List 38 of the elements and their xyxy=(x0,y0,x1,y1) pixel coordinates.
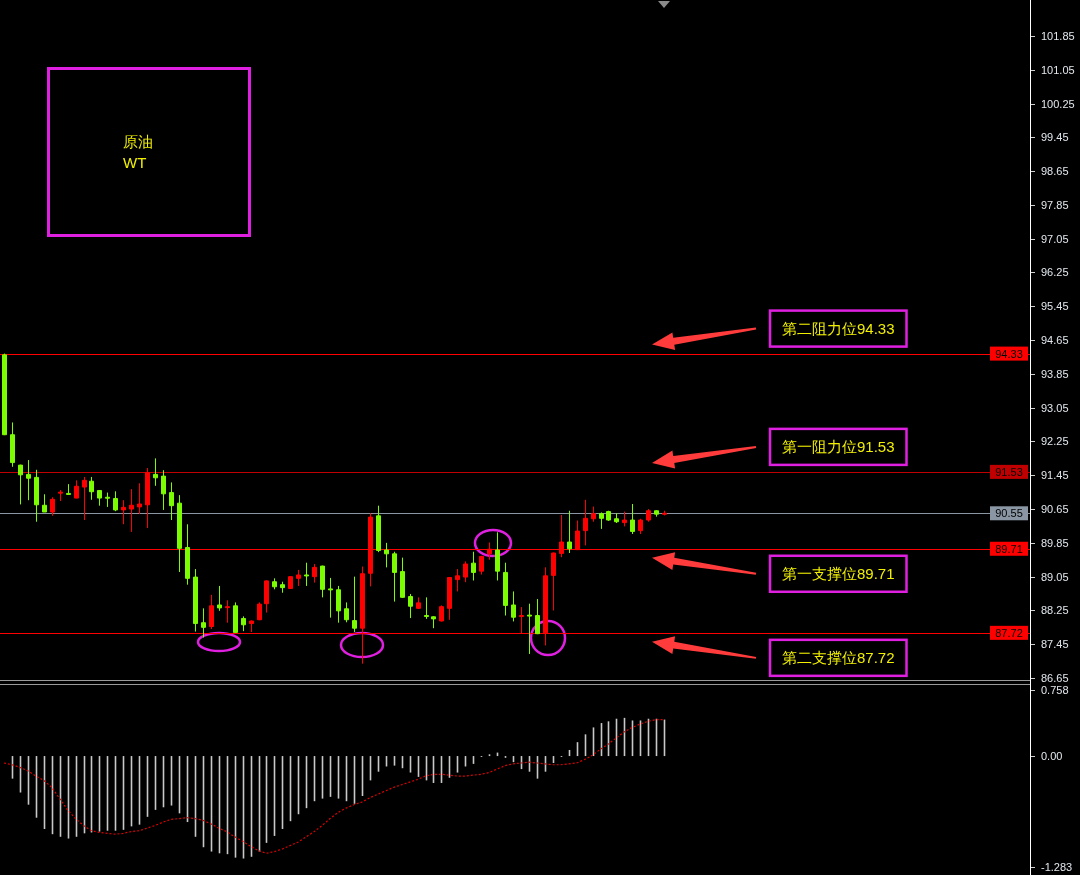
y-tick-label: 93.85 xyxy=(1041,367,1069,380)
y-tick-label: 101.85 xyxy=(1041,29,1075,42)
y-tick-label: 98.65 xyxy=(1041,165,1069,178)
y-tick-label: 88.25 xyxy=(1041,604,1069,617)
y-tick-label: 89.85 xyxy=(1041,536,1069,549)
y-tick-label: 92.25 xyxy=(1041,435,1069,448)
y-tick-label: 90.65 xyxy=(1041,503,1069,516)
y-tick-label: 97.05 xyxy=(1041,232,1069,245)
y-tick-label: 0.758 xyxy=(1041,684,1069,697)
annotation: 89.71 xyxy=(995,542,1023,555)
ref-label: 第二阻力位94.33 xyxy=(768,309,908,348)
y-tick-label: 96.25 xyxy=(1041,266,1069,279)
ref-line-label: 第一阻力位91.53 xyxy=(782,438,895,456)
y-tick-label: 0.00 xyxy=(1041,750,1063,763)
annotation: 94.33 xyxy=(995,347,1023,360)
annotation: 91.53 xyxy=(995,465,1023,478)
y-tick-label: 91.45 xyxy=(1041,469,1069,482)
ref-line-label: 第一支撑位89.71 xyxy=(782,565,895,583)
y-tick-label: 94.65 xyxy=(1041,334,1069,347)
y-tick-label: 101.05 xyxy=(1041,63,1075,76)
ref-line-label: 第二支撑位87.72 xyxy=(782,649,895,667)
y-tick-label: -1.283 xyxy=(1041,861,1073,874)
annotation: 87.72 xyxy=(995,626,1023,639)
y-tick-label: 87.45 xyxy=(1041,638,1069,651)
ref-label: 第一支撑位89.71 xyxy=(768,554,908,593)
y-tick-label: 93.05 xyxy=(1041,401,1069,414)
y-tick-label: 95.45 xyxy=(1041,300,1069,313)
y-tick-label: 97.85 xyxy=(1041,198,1069,211)
text: 原油 WT xyxy=(123,133,153,171)
y-tick-label: 99.45 xyxy=(1041,131,1069,144)
y-tick-label: 86.65 xyxy=(1041,672,1069,685)
ref-label: 第二支撑位87.72 xyxy=(768,638,908,678)
annotation: 90.55 xyxy=(995,507,1023,520)
ref-line-label: 第二阻力位94.33 xyxy=(782,320,895,338)
ref-label: 第一阻力位91.53 xyxy=(768,427,908,467)
annotation: 90.55 xyxy=(990,506,1028,521)
y-tick-label: 100.25 xyxy=(1041,97,1075,110)
y-tick-label: 89.05 xyxy=(1041,570,1069,583)
